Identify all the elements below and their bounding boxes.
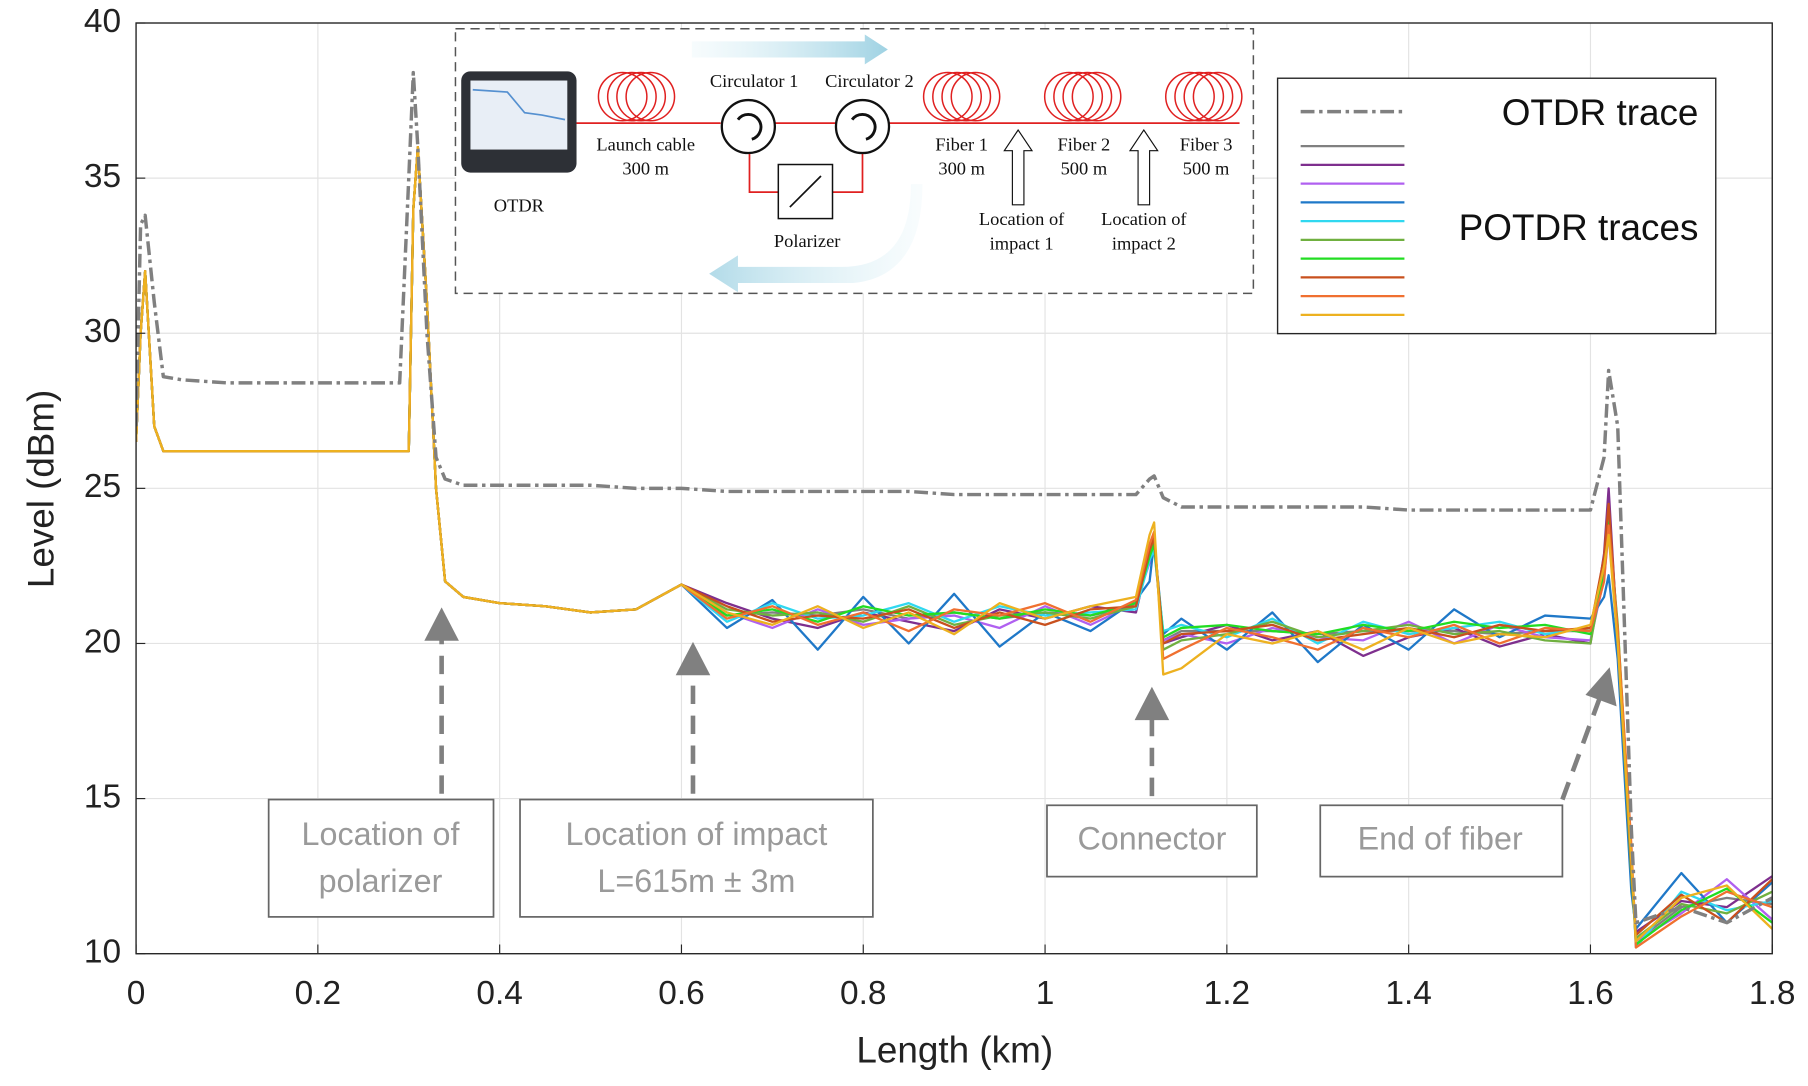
x-tick-label: 1.6 <box>1567 975 1613 1012</box>
x-tick-label: 0.2 <box>295 975 341 1012</box>
circulator <box>720 98 777 155</box>
x-tick-label: 1.4 <box>1385 975 1431 1012</box>
legend-label: OTDR trace <box>1502 92 1699 133</box>
inset-label: 500 m <box>1183 159 1230 179</box>
arrowhead <box>1134 686 1170 721</box>
fiber-coils <box>597 71 1243 122</box>
circulator <box>834 98 891 155</box>
annotation-text: End of fiber <box>1358 820 1523 856</box>
x-tick-label: 0.4 <box>476 975 522 1012</box>
annotation-text: L=615m ± 3m <box>597 863 795 899</box>
annotation-box <box>519 798 874 918</box>
impact-arrow <box>1003 128 1034 206</box>
arrowhead <box>424 607 459 641</box>
inset-label: 500 m <box>1061 159 1108 179</box>
x-tick-label: 1 <box>1036 975 1055 1012</box>
inset-label: Circulator 1 <box>710 71 799 91</box>
x-tick-label: 0.8 <box>840 975 886 1012</box>
inset-label: 300 m <box>938 159 985 179</box>
arrowhead <box>675 641 711 676</box>
otdr-screen <box>470 80 568 150</box>
inset: OTDR Launch cable 300 m Circulator 1 Cir… <box>454 28 1255 295</box>
y-tick-label: 15 <box>84 778 121 815</box>
annotation-text: polarizer <box>319 863 443 899</box>
fiber-line <box>748 149 779 193</box>
arrowhead <box>1585 667 1617 707</box>
y-axis-label: Level (dBm) <box>21 390 62 588</box>
annotation-box <box>267 798 495 918</box>
annotation-text: Location of <box>302 816 460 852</box>
inset-label: Circulator 2 <box>825 71 914 91</box>
x-tick-label: 1.2 <box>1204 975 1250 1012</box>
inset-label: 300 m <box>622 159 669 179</box>
x-tick-label: 1.8 <box>1749 975 1795 1012</box>
annotation-box <box>1046 804 1258 878</box>
axes-frame <box>135 22 1773 955</box>
otdr-screen-trace <box>472 88 566 121</box>
inset-label: impact 2 <box>1112 233 1176 253</box>
annotations: Location of polarizer Location of impact… <box>267 607 1617 918</box>
y-tick-label: 30 <box>84 313 121 350</box>
y-tick-label: 40 <box>84 3 121 40</box>
inset-label: Location of <box>1101 209 1187 229</box>
y-tick-label: 20 <box>84 623 121 660</box>
impact-arrow <box>1128 128 1159 206</box>
inset-label: Fiber 1 <box>935 134 988 154</box>
x-axis-label: Length (km) <box>856 1029 1053 1070</box>
inset-label: Launch cable <box>596 134 695 154</box>
inset-label: Fiber 3 <box>1180 134 1233 154</box>
circulator-symbol <box>850 112 877 141</box>
annotation-text: Location of impact <box>565 816 827 852</box>
circulator-symbol <box>736 112 763 141</box>
inset-label: OTDR <box>494 195 545 215</box>
flow-arrow <box>691 34 888 65</box>
legend-box <box>1276 77 1717 335</box>
legend-label: POTDR traces <box>1459 207 1699 248</box>
y-tick-label: 35 <box>84 158 121 195</box>
inset-label: Fiber 2 <box>1058 134 1111 154</box>
annotation-arrow <box>1560 695 1603 801</box>
annotation-text: Connector <box>1077 820 1226 856</box>
x-tick-label: 0.6 <box>658 975 704 1012</box>
inset-label: impact 1 <box>990 233 1054 253</box>
fiber-line <box>832 149 864 193</box>
flow-arrow <box>709 184 923 293</box>
inset-label: Location of <box>979 209 1065 229</box>
y-tick-label: 10 <box>84 934 121 971</box>
x-tick-label: 0 <box>127 975 146 1012</box>
polarizer-symbol <box>789 175 822 208</box>
y-tick-label: 25 <box>84 468 121 505</box>
annotation-box <box>1319 804 1564 878</box>
series-line <box>136 145 1773 943</box>
inset-label: Polarizer <box>774 231 841 251</box>
inset-frame <box>454 28 1255 295</box>
